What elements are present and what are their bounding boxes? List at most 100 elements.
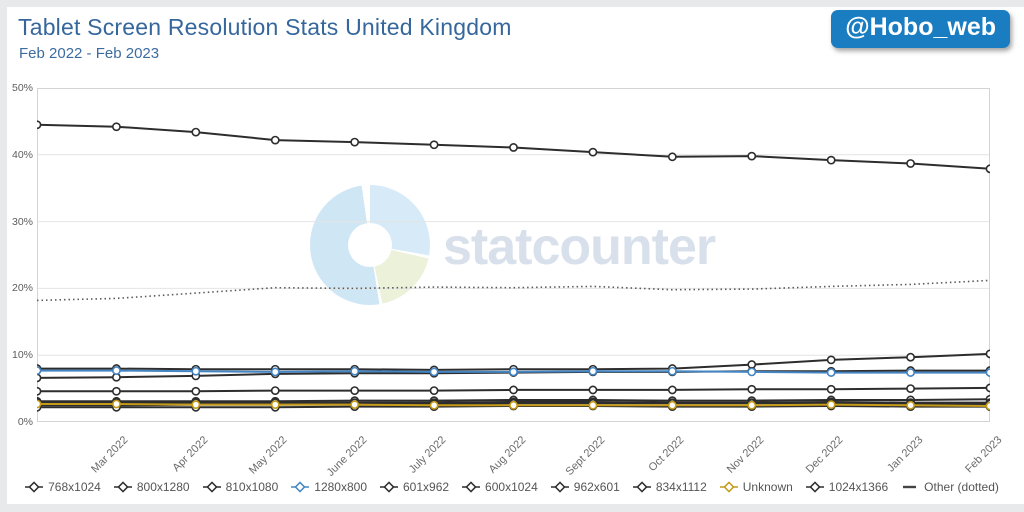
data-point-768x1024-July-2022[interactable] bbox=[429, 140, 439, 150]
statcounter-wordmark: statcounter bbox=[443, 218, 716, 276]
data-point-800x1280-Jan-2023[interactable] bbox=[906, 352, 915, 362]
statcounter-logo-watermark bbox=[310, 185, 430, 305]
data-point-768x1024-Aug-2022[interactable] bbox=[509, 143, 518, 152]
data-point-768x1024-Mar-2022[interactable] bbox=[112, 122, 121, 132]
data-point-1280x800-Sept-2022[interactable] bbox=[588, 366, 598, 376]
legend-item-810x1080[interactable]: 810x1080 bbox=[202, 480, 278, 494]
legend-diamond-icon bbox=[550, 481, 569, 493]
data-point-1280x800-Feb-2023[interactable] bbox=[985, 368, 990, 377]
data-point-Unknown-Apr-2022[interactable] bbox=[191, 400, 201, 410]
data-point-800x1280-Feb-2023[interactable] bbox=[985, 349, 990, 359]
data-point-601x962-Feb-2023[interactable] bbox=[985, 383, 990, 393]
series-line-Other bbox=[37, 279, 990, 302]
data-point-601x962-Dec-2022[interactable] bbox=[826, 384, 836, 394]
page-title: Tablet Screen Resolution Stats United Ki… bbox=[18, 14, 512, 40]
legend-label: 768x1024 bbox=[48, 480, 101, 494]
data-point-1280x800-June-2022[interactable] bbox=[350, 366, 360, 376]
legend-item-800x1280[interactable]: 800x1280 bbox=[113, 480, 190, 494]
legend-diamond-icon bbox=[805, 481, 824, 493]
data-point-1280x800-Feb-2022[interactable] bbox=[37, 366, 42, 375]
data-point-1280x800-July-2022[interactable] bbox=[429, 367, 439, 377]
y-tick-30pct: 30% bbox=[11, 215, 33, 228]
legend-label: 1280x800 bbox=[314, 480, 367, 494]
data-point-1280x800-Jan-2023[interactable] bbox=[906, 368, 915, 377]
y-tick-40pct: 40% bbox=[11, 148, 33, 161]
data-point-Unknown-Mar-2022[interactable] bbox=[112, 399, 121, 409]
legend-item-834x1112[interactable]: 834x1112 bbox=[632, 480, 707, 494]
data-point-Unknown-Dec-2022[interactable] bbox=[826, 400, 836, 410]
data-point-601x962-Mar-2022[interactable] bbox=[112, 386, 121, 396]
chart-legend: 768x1024 800x1280 810x1080 1280x800 601x962 6… bbox=[0, 480, 1024, 494]
data-point-768x1024-Feb-2022[interactable] bbox=[37, 120, 42, 130]
data-point-810x1080-Feb-2022[interactable] bbox=[37, 373, 42, 383]
data-point-Unknown-Oct-2022[interactable] bbox=[667, 400, 677, 410]
data-point-Unknown-Nov-2022[interactable] bbox=[747, 400, 757, 410]
data-point-601x962-Nov-2022[interactable] bbox=[747, 384, 757, 394]
legend-item-600x1024[interactable]: 600x1024 bbox=[462, 480, 538, 494]
data-point-768x1024-Sept-2022[interactable] bbox=[588, 147, 598, 157]
data-point-800x1280-Dec-2022[interactable] bbox=[826, 355, 836, 365]
legend-item-1280x800[interactable]: 1280x800 bbox=[291, 480, 367, 494]
legend-item-962x601[interactable]: 962x601 bbox=[550, 480, 620, 494]
data-point-601x962-Apr-2022[interactable] bbox=[191, 386, 201, 396]
data-point-1280x800-Oct-2022[interactable] bbox=[667, 366, 677, 376]
data-point-Unknown-Feb-2022[interactable] bbox=[37, 399, 42, 409]
data-point-768x1024-Nov-2022[interactable] bbox=[747, 151, 757, 161]
data-point-Unknown-Aug-2022[interactable] bbox=[509, 400, 518, 410]
data-point-601x962-July-2022[interactable] bbox=[429, 386, 439, 396]
data-point-Unknown-Sept-2022[interactable] bbox=[588, 400, 598, 410]
legend-diamond-icon bbox=[113, 481, 132, 493]
data-point-601x962-Sept-2022[interactable] bbox=[588, 385, 598, 395]
data-point-768x1024-Oct-2022[interactable] bbox=[667, 152, 677, 162]
data-point-Unknown-Feb-2023[interactable] bbox=[985, 401, 990, 411]
data-point-Unknown-May-2022[interactable] bbox=[270, 400, 280, 410]
data-point-601x962-June-2022[interactable] bbox=[350, 386, 360, 396]
data-point-Unknown-July-2022[interactable] bbox=[429, 400, 439, 410]
legend-item-768x1024[interactable]: 768x1024 bbox=[25, 480, 101, 494]
legend-item-601x962[interactable]: 601x962 bbox=[380, 480, 449, 494]
page-margin-bottom bbox=[0, 504, 1024, 512]
legend-label: Other (dotted) bbox=[924, 480, 999, 494]
data-point-1280x800-Mar-2022[interactable] bbox=[112, 366, 121, 375]
legend-item-Other[interactable]: Other (dotted) bbox=[901, 480, 999, 494]
y-tick-50pct: 50% bbox=[11, 82, 33, 94]
legend-label: 834x1112 bbox=[655, 480, 707, 494]
data-point-768x1024-Apr-2022[interactable] bbox=[191, 127, 201, 137]
logo-donut-hole bbox=[348, 223, 392, 267]
data-point-601x962-Aug-2022[interactable] bbox=[509, 385, 518, 395]
legend-diamond-icon bbox=[291, 481, 310, 493]
data-point-768x1024-Dec-2022[interactable] bbox=[826, 155, 836, 165]
data-point-1280x800-Apr-2022[interactable] bbox=[191, 366, 201, 376]
legend-label: Unknown bbox=[742, 480, 793, 494]
data-point-1280x800-Dec-2022[interactable] bbox=[826, 368, 836, 377]
data-point-601x962-Feb-2022[interactable] bbox=[37, 386, 42, 396]
page-margin-left bbox=[0, 0, 7, 512]
chart-plot-area bbox=[37, 88, 990, 422]
data-point-768x1024-Feb-2023[interactable] bbox=[985, 164, 990, 174]
legend-item-1024x1366[interactable]: 1024x1366 bbox=[805, 480, 889, 494]
data-point-601x962-Jan-2023[interactable] bbox=[906, 384, 915, 393]
data-point-1280x800-May-2022[interactable] bbox=[270, 367, 280, 377]
data-point-Unknown-June-2022[interactable] bbox=[350, 400, 360, 410]
data-point-601x962-Oct-2022[interactable] bbox=[667, 385, 677, 395]
data-point-768x1024-June-2022[interactable] bbox=[350, 137, 360, 147]
data-point-1280x800-Nov-2022[interactable] bbox=[747, 367, 757, 377]
legend-diamond-icon bbox=[380, 481, 398, 493]
legend-label: 1024x1366 bbox=[828, 480, 889, 494]
page-margin-top bbox=[0, 0, 1024, 7]
data-point-768x1024-May-2022[interactable] bbox=[270, 135, 280, 145]
legend-label: 800x1280 bbox=[136, 480, 190, 494]
legend-diamond-icon bbox=[462, 481, 481, 493]
legend-label: 601x962 bbox=[403, 480, 450, 494]
legend-dash-icon bbox=[903, 485, 917, 489]
data-point-1280x800-Aug-2022[interactable] bbox=[509, 367, 518, 377]
legend-label: 962x601 bbox=[573, 480, 620, 494]
y-tick-20pct: 20% bbox=[11, 282, 33, 295]
legend-diamond-icon bbox=[25, 481, 44, 493]
data-point-601x962-May-2022[interactable] bbox=[270, 386, 280, 396]
data-point-Unknown-Jan-2023[interactable] bbox=[906, 400, 915, 410]
legend-label: 600x1024 bbox=[485, 480, 538, 494]
legend-item-Unknown[interactable]: Unknown bbox=[719, 480, 793, 494]
data-point-768x1024-Jan-2023[interactable] bbox=[906, 159, 915, 168]
